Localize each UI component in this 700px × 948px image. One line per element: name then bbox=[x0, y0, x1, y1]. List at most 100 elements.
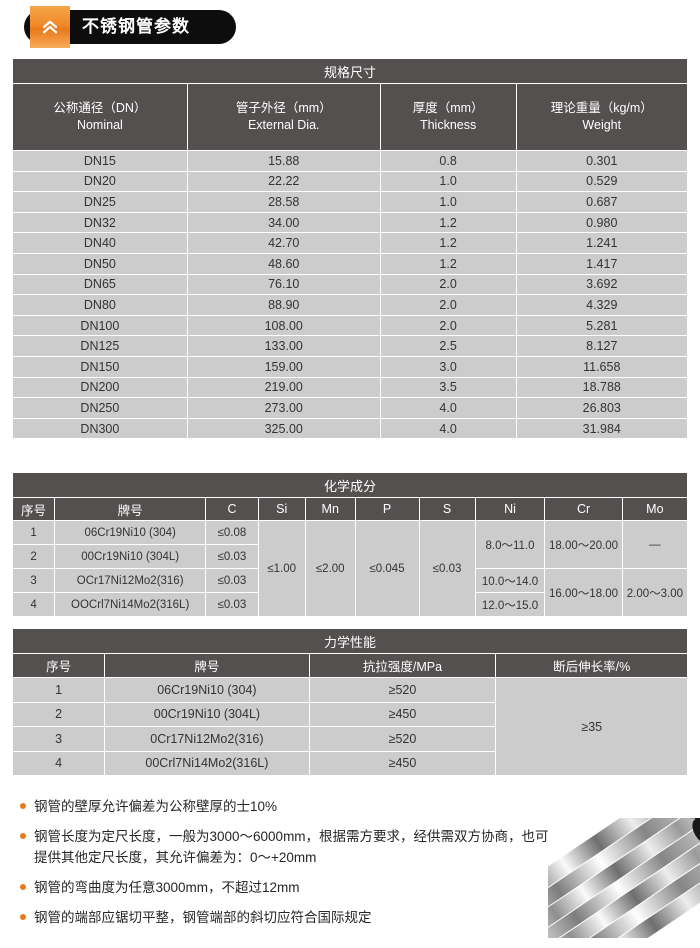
chem-cell-c: ≤0.03 bbox=[206, 593, 258, 616]
chem-col-p: P bbox=[355, 498, 419, 520]
chem-cell-ni-1: 8.0～11.0 bbox=[475, 521, 545, 568]
table-row: DN200 219.00 3.5 18.788 bbox=[13, 377, 687, 398]
spec-cell-weight: 0.980 bbox=[516, 212, 687, 233]
table-row: DN32 34.00 1.2 0.980 bbox=[13, 212, 687, 233]
spec-cell-nominal: DN65 bbox=[13, 274, 187, 295]
chevron-up-icon bbox=[42, 20, 58, 34]
spec-cell-thickness: 0.8 bbox=[380, 151, 516, 171]
spec-cell-thickness: 1.2 bbox=[380, 212, 516, 233]
chem-col-c: C bbox=[206, 498, 258, 520]
spec-cell-external-dia: 34.00 bbox=[187, 212, 380, 233]
chem-cell-grade: OCr17Ni12Mo2(316) bbox=[55, 569, 206, 592]
table-row: 1 06Cr19Ni10 (304) ≤0.08 ≤1.00 ≤2.00 ≤0.… bbox=[13, 521, 687, 616]
chem-cell-grade: 00Cr19Ni10 (304L) bbox=[55, 545, 206, 568]
spec-band-row: 规格尺寸 bbox=[13, 59, 687, 83]
spec-cell-weight: 11.658 bbox=[516, 356, 687, 377]
mech-col-grade: 牌号 bbox=[105, 654, 309, 677]
spec-cell-thickness: 1.0 bbox=[380, 171, 516, 192]
chem-cell-no: 3 bbox=[13, 569, 55, 592]
spec-col-weight: 理论重量（kg/m） Weight bbox=[516, 84, 687, 150]
spec-col-thickness-en: Thickness bbox=[419, 118, 477, 132]
table-row: 3 0Cr17Ni12Mo2(316) ≥520 bbox=[13, 727, 687, 751]
chem-cell-grade: OOCrl7Ni14Mo2(316L) bbox=[55, 593, 206, 616]
spec-cell-thickness: 1.0 bbox=[380, 192, 516, 212]
spec-cell-nominal: DN100 bbox=[13, 315, 187, 336]
table-row: DN150 159.00 3.0 11.658 bbox=[13, 356, 687, 377]
mech-cell-tensile: ≥520 bbox=[309, 678, 496, 702]
chem-cell-no: 2 bbox=[13, 545, 55, 568]
chem-col-no: 序号 bbox=[13, 498, 55, 520]
mech-col-tensile: 抗拉强度/MPa bbox=[309, 654, 496, 677]
spec-cell-nominal: DN40 bbox=[13, 233, 187, 253]
spec-cell-external-dia: 219.00 bbox=[187, 377, 380, 398]
table-row: 4 00Crl7Ni14Mo2(316L) ≥450 bbox=[13, 751, 687, 775]
spec-col-external-dia-en: External Dia. bbox=[247, 118, 320, 132]
table-row: DN250 273.00 4.0 26.803 bbox=[13, 398, 687, 418]
chem-col-si: Si bbox=[258, 498, 305, 520]
mech-cell-tensile: ≥450 bbox=[309, 751, 496, 775]
spec-cell-thickness: 2.0 bbox=[380, 274, 516, 295]
chem-cell-cr-bottom: 16.00～18.00 bbox=[545, 569, 622, 616]
note-item: 钢管的端部应锯切平整，钢管端部的斜切应符合国际规定 bbox=[20, 907, 560, 928]
stainless-steel-pipes-photo bbox=[548, 818, 700, 938]
note-text: 钢管的壁厚允许偏差为公称壁厚的士10% bbox=[34, 799, 278, 814]
table-row: DN100 108.00 2.0 5.281 bbox=[13, 315, 687, 336]
spec-cell-external-dia: 42.70 bbox=[187, 233, 380, 253]
chem-cell-p: ≤0.045 bbox=[355, 521, 419, 616]
chem-cell-cr-top: 18.00～20.00 bbox=[545, 521, 622, 568]
spec-cell-thickness: 2.0 bbox=[380, 295, 516, 315]
bullet-icon bbox=[20, 914, 26, 920]
chem-cell-no: 1 bbox=[13, 521, 55, 544]
chem-col-s: S bbox=[419, 498, 475, 520]
table-row: DN40 42.70 1.2 1.241 bbox=[13, 233, 687, 253]
spec-cell-nominal: DN125 bbox=[13, 336, 187, 356]
spec-cell-weight: 5.281 bbox=[516, 315, 687, 336]
spec-cell-external-dia: 273.00 bbox=[187, 398, 380, 418]
mech-band-title: 力学性能 bbox=[13, 629, 687, 653]
spec-col-thickness: 厚度（mm） Thickness bbox=[380, 84, 516, 150]
spec-col-nominal: 公称通径（DN） Nominal bbox=[13, 84, 187, 150]
spec-header-row: 公称通径（DN） Nominal 管子外径（mm） External Dia. … bbox=[13, 84, 687, 150]
spec-col-nominal-cn: 公称通径（DN） bbox=[53, 101, 147, 115]
spec-cell-weight: 0.687 bbox=[516, 192, 687, 212]
mech-cell-tensile: ≥520 bbox=[309, 727, 496, 751]
spec-cell-external-dia: 28.58 bbox=[187, 192, 380, 212]
note-text: 钢管的弯曲度为任意3000mm，不超过12mm bbox=[34, 880, 300, 895]
table-row: 2 00Cr19Ni10 (304L) ≤0.03 bbox=[13, 545, 687, 568]
chem-band-title: 化学成分 bbox=[13, 473, 687, 497]
spec-cell-external-dia: 108.00 bbox=[187, 315, 380, 336]
spec-cell-nominal: DN150 bbox=[13, 356, 187, 377]
mech-cell-grade: 0Cr17Ni12Mo2(316) bbox=[105, 727, 309, 751]
specification-table: 规格尺寸 公称通径（DN） Nominal 管子外径（mm） External … bbox=[12, 58, 688, 440]
mech-cell-no: 4 bbox=[13, 751, 105, 775]
spec-cell-weight: 4.329 bbox=[516, 295, 687, 315]
spec-cell-weight: 31.984 bbox=[516, 418, 687, 439]
chem-cell-si: ≤1.00 bbox=[258, 521, 305, 616]
mech-cell-no: 3 bbox=[13, 727, 105, 751]
spec-cell-nominal: DN25 bbox=[13, 192, 187, 212]
mech-header-row: 序号 牌号 抗拉强度/MPa 断后伸长率/% bbox=[13, 654, 687, 677]
note-text: 钢管长度为定尺长度，一般为3000～6000mm，根据需方要求，经供需双方协商，… bbox=[34, 829, 549, 865]
table-row: 4 OOCrl7Ni14Mo2(316L) ≤0.03 12.0～15.0 bbox=[13, 593, 687, 616]
chem-col-cr: Cr bbox=[545, 498, 622, 520]
mech-cell-grade: 06Cr19Ni10 (304) bbox=[105, 678, 309, 702]
chem-col-mn: Mn bbox=[305, 498, 355, 520]
table-row: DN25 28.58 1.0 0.687 bbox=[13, 192, 687, 212]
table-row: DN15 15.88 0.8 0.301 bbox=[13, 151, 687, 171]
spec-cell-weight: 3.692 bbox=[516, 274, 687, 295]
spec-col-weight-cn: 理论重量（kg/m） bbox=[550, 101, 653, 115]
table-row: DN20 22.22 1.0 0.529 bbox=[13, 171, 687, 192]
spec-cell-weight: 1.241 bbox=[516, 233, 687, 253]
spec-cell-external-dia: 76.10 bbox=[187, 274, 380, 295]
chem-cell-c: ≤0.03 bbox=[206, 545, 258, 568]
mech-cell-no: 2 bbox=[13, 702, 105, 726]
spec-cell-nominal: DN20 bbox=[13, 171, 187, 192]
chem-cell-c: ≤0.08 bbox=[206, 521, 258, 544]
chevron-up-badge bbox=[30, 6, 70, 48]
spec-cell-external-dia: 22.22 bbox=[187, 171, 380, 192]
table-row: DN65 76.10 2.0 3.692 bbox=[13, 274, 687, 295]
notes-list: 钢管的壁厚允许偏差为公称壁厚的士10% 钢管长度为定尺长度，一般为3000～600… bbox=[20, 796, 560, 937]
mech-col-no: 序号 bbox=[13, 654, 105, 677]
note-text: 钢管的端部应锯切平整，钢管端部的斜切应符合国际规定 bbox=[34, 910, 372, 925]
bullet-icon bbox=[20, 803, 26, 809]
